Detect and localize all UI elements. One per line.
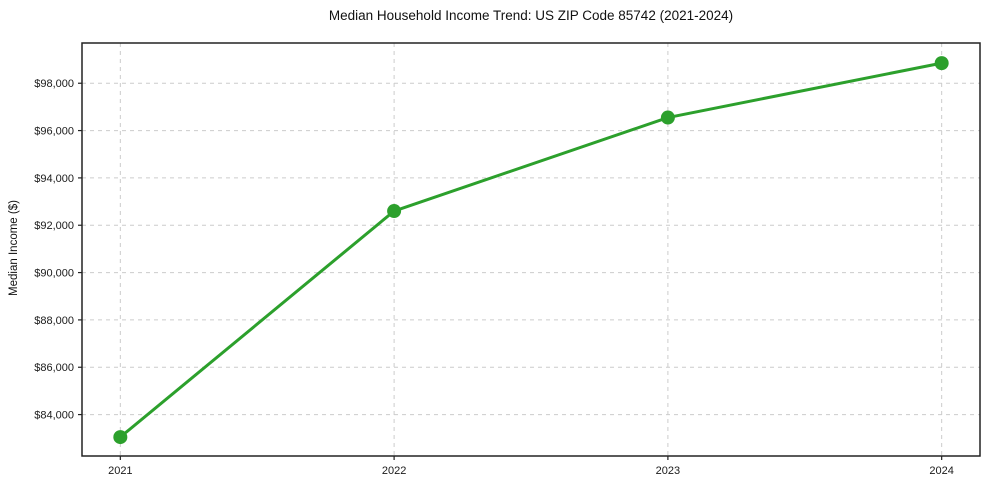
data-point-2024 <box>934 56 949 71</box>
y-tick-label: $92,000 <box>34 220 74 232</box>
y-tick-label: $90,000 <box>34 268 74 280</box>
data-point-2023 <box>660 110 675 125</box>
y-tick-label: $98,000 <box>34 78 74 90</box>
chart-title: Median Household Income Trend: US ZIP Co… <box>328 8 734 23</box>
data-point-2021 <box>113 430 128 445</box>
x-tick-label: 2023 <box>656 465 680 477</box>
axes-frame <box>81 42 981 457</box>
x-tick-label: 2022 <box>382 465 406 477</box>
y-tick-label: $94,000 <box>34 173 74 185</box>
y-tick-label: $88,000 <box>34 315 74 327</box>
x-tick-label: 2021 <box>108 465 132 477</box>
y-tick-label: $86,000 <box>34 362 74 374</box>
income-trend-line <box>118 61 944 439</box>
y-tick-label: $96,000 <box>34 126 74 138</box>
y-tick-label: $84,000 <box>34 410 74 422</box>
x-tick-label: 2024 <box>929 465 953 477</box>
data-point-2022 <box>387 204 402 219</box>
